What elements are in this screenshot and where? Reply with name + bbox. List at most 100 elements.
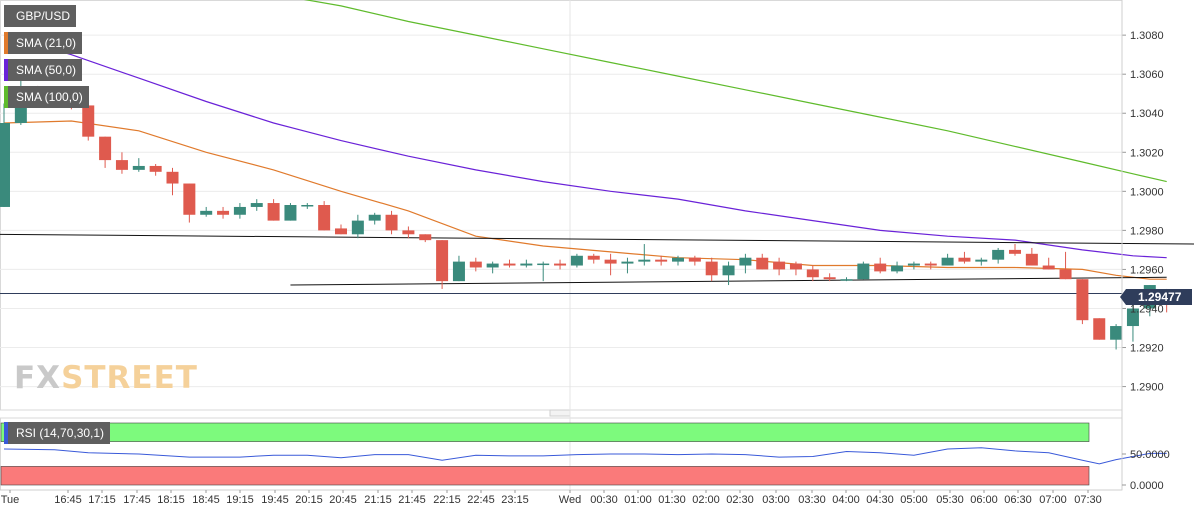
candle (907, 261, 920, 270)
rsi-overbought-zone (0, 422, 1090, 442)
candle (554, 259, 567, 270)
candle (655, 255, 668, 266)
candle-body (149, 165, 162, 172)
candle-body (537, 263, 550, 266)
candle (1126, 304, 1139, 342)
candle (301, 203, 314, 209)
candle (351, 214, 364, 239)
trendline-1 (0, 233, 1194, 245)
candle (132, 158, 145, 172)
candle-body (233, 206, 246, 215)
candle-body (503, 263, 516, 266)
price-tick-label: 1.2960 (1130, 264, 1164, 276)
candle-body (301, 205, 314, 207)
rsi-legend-tag: RSI (14,70,30,1) (4, 422, 111, 444)
candle-body (958, 257, 971, 262)
candle (975, 257, 988, 266)
time-tick-label: 21:45 (398, 494, 426, 506)
candle (924, 261, 937, 270)
candle (335, 224, 347, 235)
time-tick-label: 18:15 (157, 494, 185, 506)
candle-body (924, 263, 937, 266)
candle-body (1076, 279, 1089, 321)
candle (806, 265, 819, 282)
time-tick-label: 21:15 (364, 494, 392, 506)
candle-body (638, 259, 651, 262)
candle (233, 203, 246, 219)
time-tick-label: 00:30 (590, 494, 618, 506)
candle-body (604, 259, 617, 264)
candle (166, 167, 179, 196)
candle (267, 199, 280, 221)
candle-body (351, 220, 364, 235)
candle (217, 206, 230, 219)
candle-body (1126, 308, 1139, 327)
candle (992, 247, 1005, 264)
time-tick-label: Tue (1, 494, 20, 506)
rsi-oversold-zone (0, 466, 1090, 486)
price-tick-label: 1.3020 (1130, 147, 1164, 159)
candle-body (554, 263, 567, 266)
sma50-line (3, 34, 1167, 259)
time-tick-label: 01:00 (624, 494, 652, 506)
candle (840, 277, 853, 282)
candle (773, 257, 786, 276)
candle (570, 253, 583, 268)
time-tick-label: 05:00 (900, 494, 928, 506)
candle (1110, 324, 1123, 350)
rsi-line (3, 447, 1167, 465)
time-tick-label: Wed (559, 494, 581, 506)
time-tick-label: 16:45 (54, 494, 82, 506)
candle (621, 257, 634, 274)
candle (672, 255, 684, 266)
candle (452, 255, 465, 282)
rsi-tick-label: 0.0000 (1130, 480, 1164, 492)
candle (941, 253, 954, 266)
time-tick-label: 17:45 (123, 494, 151, 506)
candle-body (739, 257, 752, 266)
candle-body (874, 263, 887, 272)
candle-body (823, 277, 836, 280)
candle (99, 136, 112, 168)
price-tick-label: 1.3040 (1130, 108, 1164, 120)
candle (183, 183, 196, 223)
candle-body (773, 261, 786, 270)
price-tick-label: 1.3060 (1130, 69, 1164, 81)
time-tick-label: 07:30 (1074, 494, 1102, 506)
candle (857, 261, 870, 280)
sma100-swatch (4, 86, 8, 108)
candle-body (166, 171, 179, 184)
candle-body (318, 205, 331, 231)
candle-body (688, 257, 701, 262)
sma50-swatch (4, 59, 8, 81)
candle-body (941, 257, 954, 266)
candle-body (82, 105, 95, 137)
sma100-label: SMA (100,0) (16, 90, 83, 104)
time-tick-label: 23:15 (501, 494, 529, 506)
candle (1025, 247, 1038, 266)
candle-body (975, 259, 988, 262)
candle (688, 255, 701, 266)
candle (604, 253, 617, 276)
candle-body (789, 263, 802, 270)
price-tick-label: 1.3080 (1130, 30, 1164, 42)
sma100-line (303, 0, 1167, 183)
candle-body (570, 255, 583, 266)
candle (200, 206, 213, 217)
candle-body (1042, 265, 1055, 270)
sma50-label: SMA (50,0) (16, 63, 77, 77)
time-tick-label: 02:00 (692, 494, 720, 506)
candle-body (419, 234, 432, 241)
candlesticks (0, 80, 1173, 350)
candle-body (655, 259, 668, 262)
candle-body (907, 263, 920, 266)
candle-body (840, 279, 853, 281)
rsi-swatch (4, 422, 8, 444)
candle-body (992, 249, 1005, 260)
candle (250, 199, 263, 211)
price-panel-frame (0, 0, 1123, 411)
time-tick-label: 22:15 (433, 494, 461, 506)
candle-body (722, 265, 735, 276)
candle (1076, 279, 1089, 325)
candle-body (200, 210, 213, 215)
